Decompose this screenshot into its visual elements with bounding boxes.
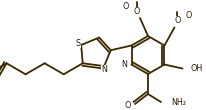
Text: O: O xyxy=(123,2,129,10)
Text: OH: OH xyxy=(191,64,203,73)
Text: NH₂: NH₂ xyxy=(171,97,186,106)
Text: O: O xyxy=(125,101,131,109)
Text: O: O xyxy=(185,11,192,20)
Text: S: S xyxy=(76,38,81,48)
Text: O: O xyxy=(174,16,181,25)
Text: O: O xyxy=(134,6,140,16)
Text: N: N xyxy=(122,60,128,69)
Text: N: N xyxy=(101,65,107,74)
